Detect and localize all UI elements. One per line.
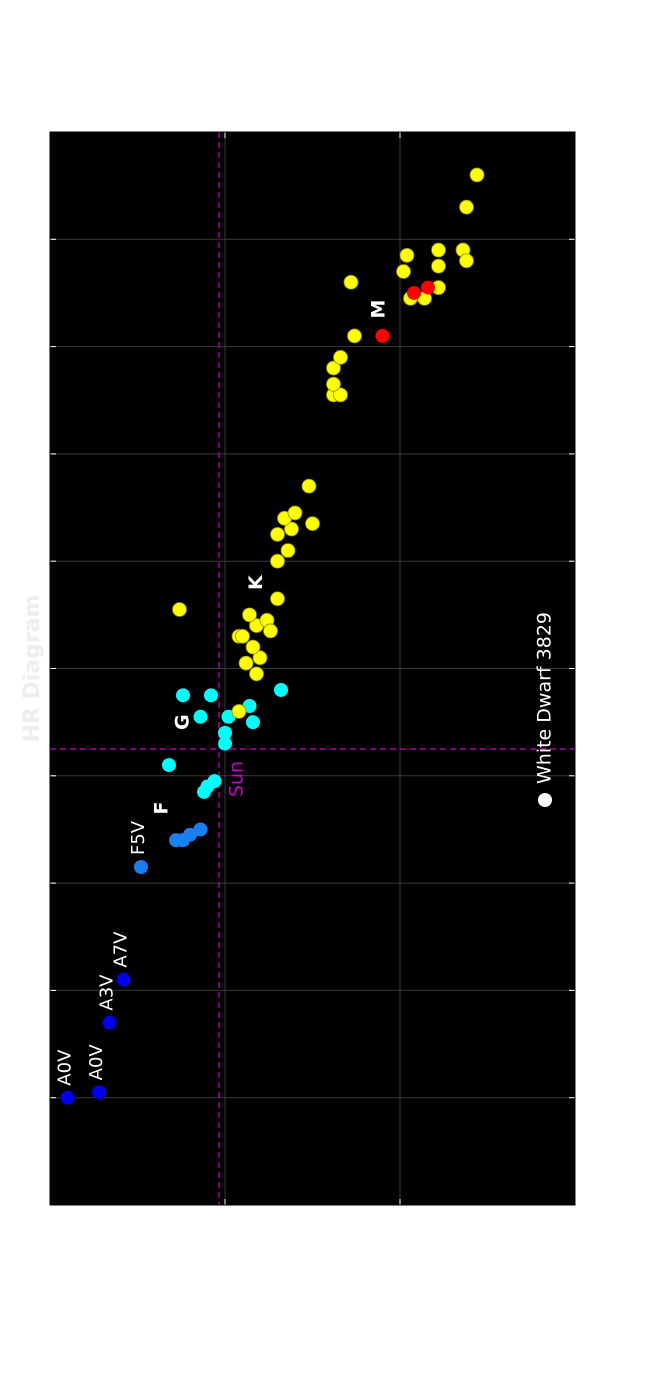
star-point: [238, 655, 254, 671]
plot-frame: [49, 131, 576, 1206]
sun-label: Sun: [226, 761, 248, 797]
star-point: [249, 666, 264, 682]
x-tick-label: 1.8: [33, 123, 46, 141]
star-point: [333, 387, 348, 403]
star-point: [343, 274, 359, 290]
star-point: [252, 650, 268, 666]
star-point: [207, 774, 222, 789]
x-tick-label: 0.8: [33, 660, 46, 678]
class-label: K: [245, 574, 267, 590]
star-point: [305, 516, 320, 532]
x-tick-label: 1.4: [33, 338, 46, 356]
star-point: [431, 258, 446, 274]
class-label: G: [172, 714, 194, 730]
star-point: [116, 972, 131, 987]
star-point: [270, 591, 285, 607]
star-point: [326, 376, 341, 392]
star-point: [459, 253, 474, 269]
star-point: [218, 736, 232, 751]
star-point: [375, 328, 390, 343]
star-point: [246, 715, 260, 730]
star-point: [231, 704, 247, 719]
star-point: [172, 602, 187, 617]
star-point: [193, 822, 208, 837]
star-point: [204, 688, 218, 703]
x-tick-label: 0: [33, 1094, 46, 1101]
point-label: A0V: [86, 1044, 107, 1081]
x-tick-label: 1.6: [33, 231, 46, 249]
x-tick-label: 1.2: [33, 445, 46, 463]
point-label: A0V: [55, 1049, 76, 1086]
star-point: [431, 242, 446, 258]
star-point: [183, 827, 197, 842]
star-point: [162, 758, 176, 773]
star-point: [218, 725, 232, 740]
star-point: [407, 285, 421, 300]
x-tick-label: 0.4: [33, 874, 46, 892]
chart-title: HR Diagram: [20, 594, 45, 742]
y-tick-label: 0: [47, 1212, 54, 1225]
x-tick-label: 0.2: [33, 982, 46, 1000]
star-point: [60, 1090, 75, 1105]
star-point: [459, 199, 474, 215]
star-point: [263, 623, 278, 639]
x-tick-label: 0.6: [33, 767, 46, 785]
star-point: [469, 167, 485, 183]
point-label: A3V: [97, 974, 118, 1011]
star-point: [326, 360, 341, 376]
point-label: A7V: [111, 931, 132, 968]
star-point: [235, 628, 250, 644]
star-point: [102, 1015, 117, 1030]
star-point: [280, 543, 296, 558]
y-tick-label: 10: [393, 1212, 407, 1225]
star-point: [193, 709, 208, 724]
x-tick-label: -0.2: [33, 1194, 46, 1215]
star-point: [134, 860, 148, 875]
star-point: [301, 478, 317, 494]
star-point: [421, 280, 435, 295]
star-point: [399, 247, 415, 263]
star-point: [333, 349, 348, 365]
class-label: M: [368, 300, 390, 319]
y-tick-label: 5: [222, 1212, 229, 1225]
star-point: [284, 521, 299, 537]
star-point: [92, 1085, 106, 1100]
x-tick-label: 1: [33, 558, 46, 565]
star-point: [396, 264, 411, 279]
point-label: F5V: [128, 820, 149, 855]
y-tick-label: 15: [568, 1212, 582, 1225]
star-point: [270, 553, 285, 569]
legend-label: White Dwarf 3829: [534, 612, 556, 784]
star-point: [245, 639, 261, 655]
star-point: [274, 682, 288, 697]
star-point: [287, 505, 303, 521]
star-point: [176, 688, 190, 703]
star-point: [270, 526, 285, 542]
class-label: F: [151, 801, 173, 814]
star-point: [347, 328, 362, 344]
legend-marker: [538, 793, 552, 807]
star-point: [242, 607, 257, 623]
